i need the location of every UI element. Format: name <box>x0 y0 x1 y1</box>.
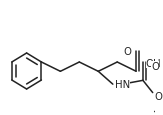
Text: OH: OH <box>146 59 161 69</box>
Text: O: O <box>155 91 163 101</box>
Text: HN: HN <box>115 79 130 89</box>
Text: O: O <box>123 47 131 57</box>
Text: O: O <box>151 62 159 72</box>
